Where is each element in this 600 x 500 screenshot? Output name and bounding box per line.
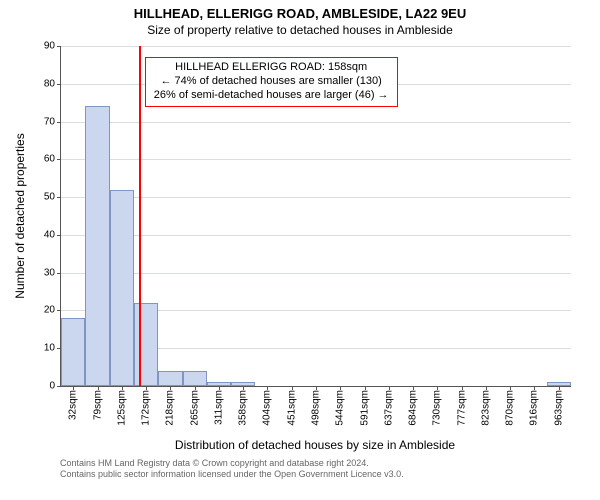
y-tick-label: 0 [49, 381, 61, 392]
callout-line: ← 74% of detached houses are smaller (13… [154, 75, 389, 89]
grid-line [61, 46, 571, 47]
histogram-bar [61, 318, 85, 386]
property-callout: HILLHEAD ELLERIGG ROAD: 158sqm← 74% of d… [145, 57, 398, 106]
chart-title: HILLHEAD, ELLERIGG ROAD, AMBLESIDE, LA22… [0, 0, 600, 23]
x-tick-label: 684sqm [408, 390, 419, 426]
histogram-bar [158, 371, 183, 386]
plot-area: 010203040506070809032sqm79sqm125sqm172sq… [60, 46, 571, 387]
grid-line [61, 235, 571, 236]
x-tick-label: 451sqm [286, 390, 297, 426]
y-tick-label: 60 [44, 154, 61, 165]
y-tick-label: 50 [44, 192, 61, 203]
y-tick-label: 80 [44, 78, 61, 89]
y-tick-label: 30 [44, 267, 61, 278]
x-tick-label: 591sqm [359, 390, 370, 426]
y-tick-label: 10 [44, 343, 61, 354]
callout-line: 26% of semi-detached houses are larger (… [154, 89, 389, 103]
x-tick-label: 823sqm [480, 390, 491, 426]
y-tick-label: 40 [44, 229, 61, 240]
histogram-bar [134, 303, 158, 386]
x-tick-label: 32sqm [68, 390, 79, 420]
license-text: Contains HM Land Registry data © Crown c… [60, 458, 404, 481]
y-tick-label: 70 [44, 116, 61, 127]
x-tick-label: 125sqm [116, 390, 127, 426]
x-tick-label: 218sqm [165, 390, 176, 426]
histogram-bar [183, 371, 207, 386]
x-tick-label: 916sqm [529, 390, 540, 426]
x-tick-label: 963sqm [553, 390, 564, 426]
x-tick-label: 637sqm [383, 390, 394, 426]
callout-line: HILLHEAD ELLERIGG ROAD: 158sqm [154, 61, 389, 75]
property-size-histogram: HILLHEAD, ELLERIGG ROAD, AMBLESIDE, LA22… [0, 0, 600, 500]
x-tick-label: 358sqm [238, 390, 249, 426]
grid-line [61, 197, 571, 198]
grid-line [61, 273, 571, 274]
property-marker-line [139, 46, 141, 386]
grid-line [61, 122, 571, 123]
x-tick-label: 79sqm [92, 390, 103, 420]
histogram-bar [110, 190, 135, 386]
x-axis-label: Distribution of detached houses by size … [175, 438, 455, 452]
y-tick-label: 20 [44, 305, 61, 316]
grid-line [61, 159, 571, 160]
y-axis-label: Number of detached properties [13, 133, 27, 298]
x-tick-label: 730sqm [432, 390, 443, 426]
x-tick-label: 544sqm [335, 390, 346, 426]
histogram-bar [85, 106, 109, 386]
x-tick-label: 265sqm [189, 390, 200, 426]
y-tick-label: 90 [44, 41, 61, 52]
x-tick-label: 404sqm [262, 390, 273, 426]
license-line-1: Contains HM Land Registry data © Crown c… [60, 458, 404, 469]
x-tick-label: 311sqm [213, 390, 224, 425]
x-tick-label: 498sqm [311, 390, 322, 426]
x-tick-label: 870sqm [505, 390, 516, 426]
chart-subtitle: Size of property relative to detached ho… [0, 23, 600, 39]
x-tick-label: 777sqm [456, 390, 467, 426]
license-line-2: Contains public sector information licen… [60, 469, 404, 480]
x-tick-label: 172sqm [141, 390, 152, 426]
